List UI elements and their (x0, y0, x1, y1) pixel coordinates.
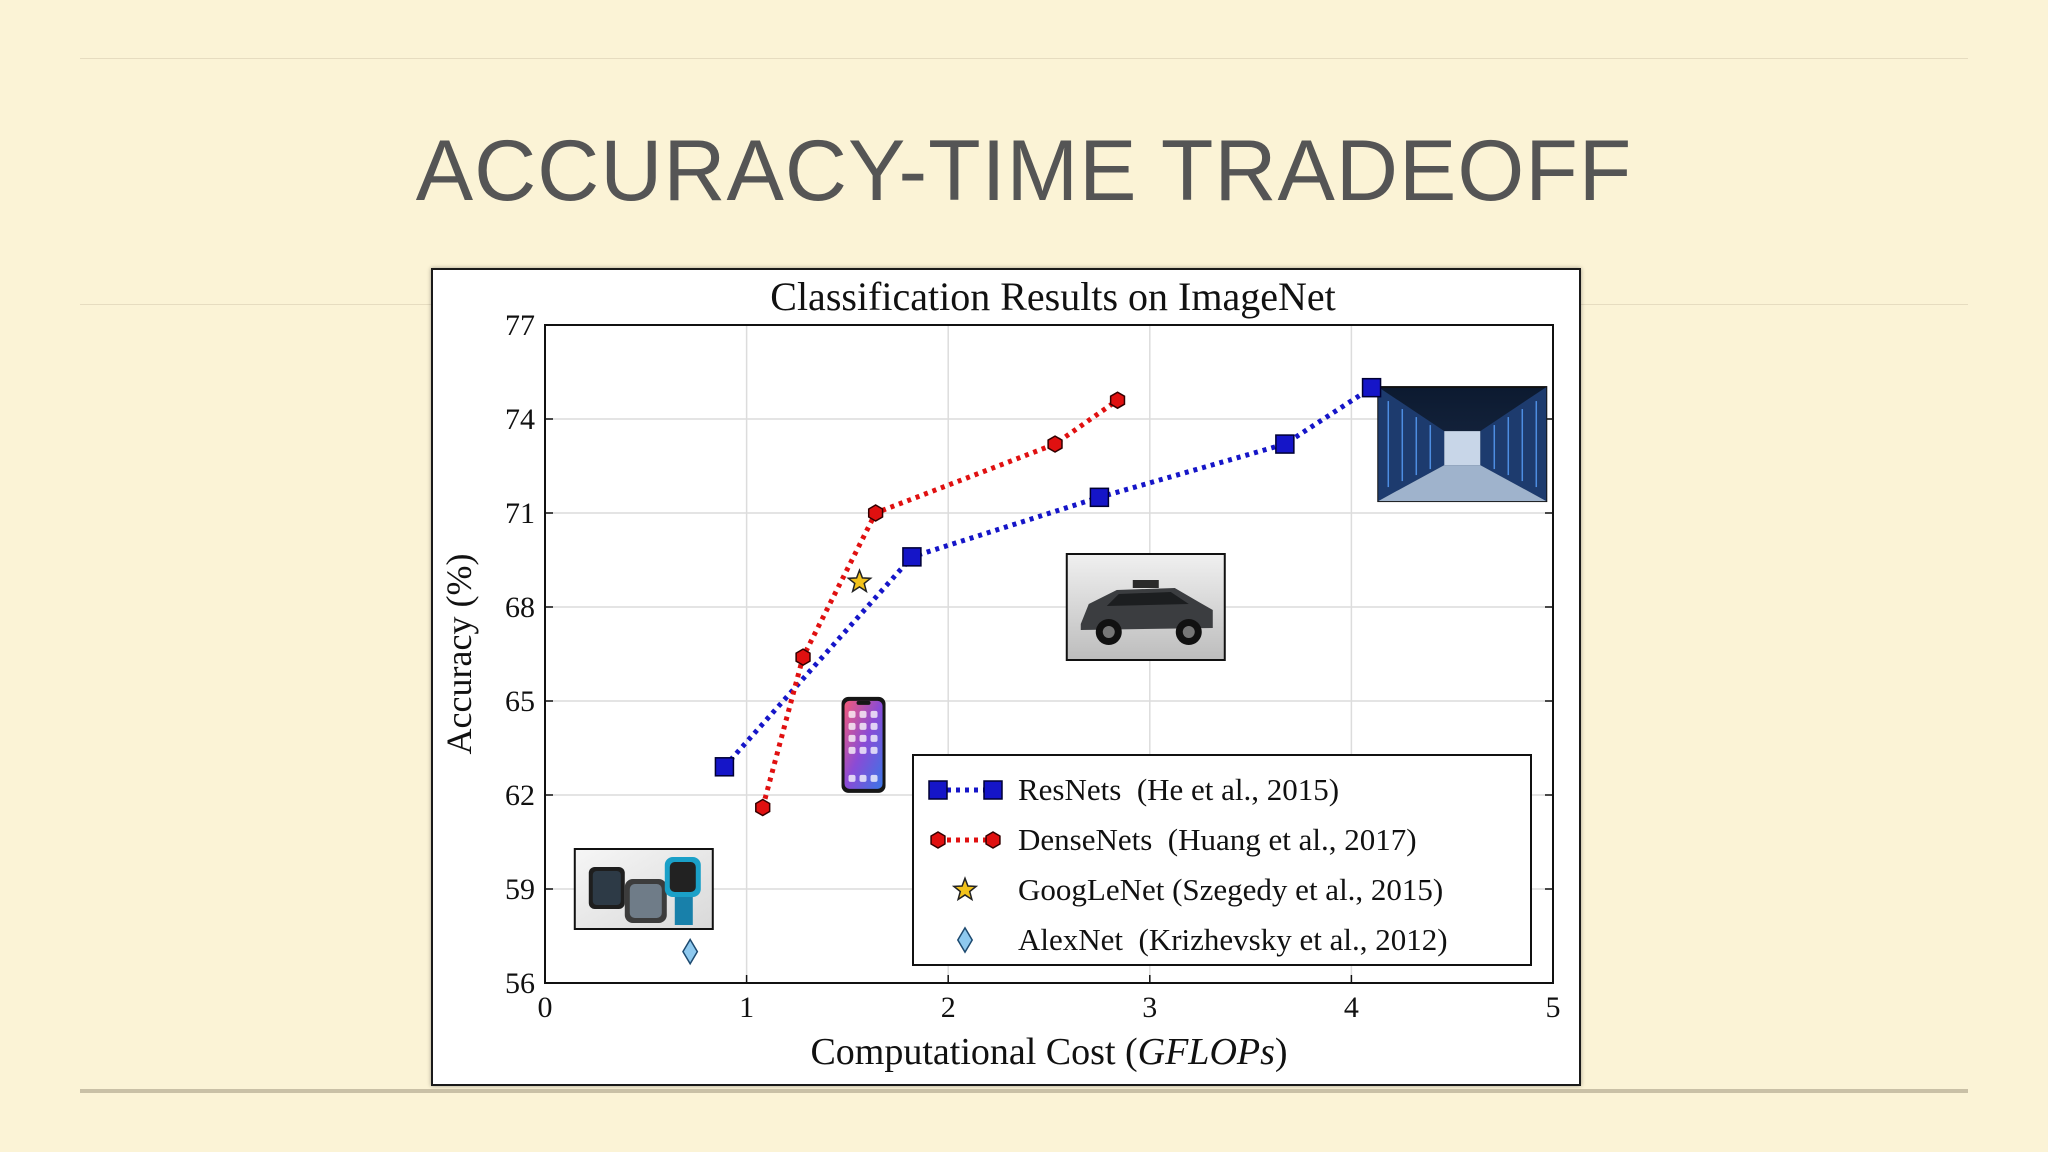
legend-label: GoogLeNet (Szegedy et al., 2015) (1018, 872, 1443, 907)
legend-marker (983, 780, 1003, 800)
data-point (846, 568, 873, 594)
smartphone-photo (841, 696, 886, 793)
x-axis-label-prefix: Computational Cost ( (810, 1031, 1137, 1073)
data-point (1047, 435, 1063, 453)
x-tick-label: 0 (538, 991, 553, 1024)
legend-entry: ResNets (He et al., 2015) (928, 772, 1339, 807)
legend-marker (956, 926, 974, 954)
legend-label: ResNets (He et al., 2015) (1018, 772, 1339, 807)
y-tick-label: 56 (505, 967, 535, 1000)
legend-marker (985, 831, 1001, 849)
legend-marker (928, 780, 948, 800)
legend-marker (930, 831, 946, 849)
x-tick-label: 5 (1546, 991, 1561, 1024)
smartwatch-photo (573, 848, 714, 930)
legend: ResNets (He et al., 2015) DenseNets (Huan… (912, 754, 1532, 966)
x-tick-label: 1 (739, 991, 754, 1024)
legend-box (912, 754, 1532, 966)
legend-label: DenseNets (Huang et al., 2017) (1018, 822, 1417, 857)
y-tick-label: 71 (505, 497, 535, 530)
y-tick-label: 68 (505, 591, 535, 624)
chart-frame: Classification Results on ImageNet 0 1 2 3 4… (431, 268, 1581, 1086)
series-layer (682, 377, 1382, 966)
bottom-divider (80, 1089, 1968, 1093)
axis-ticks: 0 1 2 3 4 5 56 59 62 65 68 71 74 77 (505, 309, 1561, 1024)
x-tick-label: 2 (941, 991, 956, 1024)
data-point (902, 547, 922, 567)
series-2 (846, 568, 873, 594)
series-3 (682, 938, 699, 966)
data-point (1109, 391, 1126, 410)
data-point (1275, 434, 1295, 454)
slide-title: ACCURACY-TIME TRADEOFF (415, 123, 1633, 219)
series-0 (714, 377, 1382, 777)
chart-title: Classification Results on ImageNet (770, 274, 1335, 319)
top-divider (80, 58, 1968, 59)
data-point (682, 938, 699, 966)
legend-label: AlexNet (Krizhevsky et al., 2012) (1018, 922, 1448, 957)
data-point (1089, 487, 1110, 508)
y-axis-label: Accuracy (%) (439, 554, 479, 755)
x-tick-label: 4 (1344, 991, 1359, 1024)
y-tick-label: 65 (505, 685, 535, 718)
data-point (867, 504, 884, 522)
x-axis-label-suffix: ) (1275, 1031, 1288, 1073)
plot-area-border (544, 324, 1554, 984)
y-tick-label: 59 (505, 873, 535, 906)
legend-entry: DenseNets (Huang et al., 2017) (930, 822, 1417, 857)
data-point (714, 757, 735, 777)
series-1 (755, 391, 1126, 817)
legend-marker (951, 876, 979, 902)
legend-entry: GoogLeNet (Szegedy et al., 2015) (951, 872, 1443, 907)
legend-entry: AlexNet (Krizhevsky et al., 2012) (956, 922, 1448, 957)
chart: Classification Results on ImageNet 0 1 2 3 4… (439, 274, 1561, 1073)
self-driving-car-photo (1065, 553, 1226, 661)
y-tick-label: 74 (505, 403, 535, 436)
datacenter-photo (1377, 386, 1548, 503)
data-point (1361, 377, 1382, 398)
y-tick-label: 77 (505, 309, 535, 342)
legend-entries: ResNets (He et al., 2015) DenseNets (Huan… (928, 772, 1448, 957)
data-point (755, 798, 771, 817)
series-line (760, 398, 1119, 809)
x-tick-label: 3 (1142, 991, 1157, 1024)
data-point (795, 648, 811, 666)
y-tick-label: 62 (505, 779, 535, 812)
x-axis-label: Computational Cost (GFLOPs) (810, 1031, 1287, 1073)
x-axis-label-unit: GFLOPs (1138, 1031, 1275, 1073)
